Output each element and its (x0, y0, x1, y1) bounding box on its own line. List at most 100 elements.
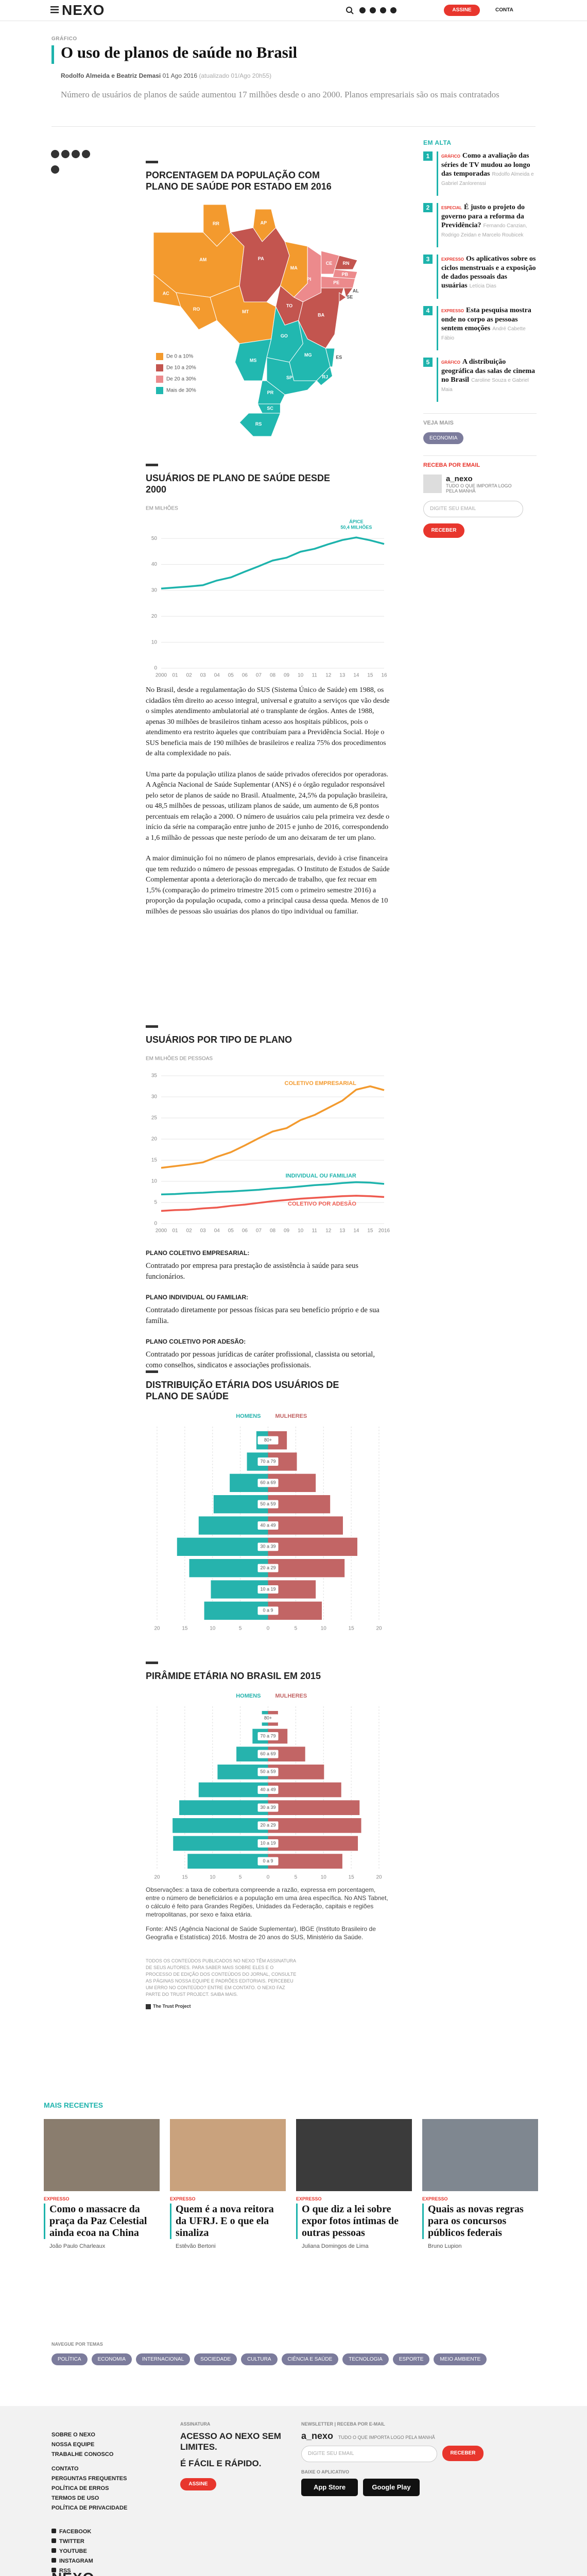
card-title[interactable]: Como o massacre da praça da Paz Celestia… (44, 2204, 160, 2239)
definition-text: Contratado por pessoas jurídicas de cará… (146, 1350, 375, 1369)
topic-tag[interactable]: ECONOMIA (423, 432, 464, 444)
definition-text: Contratado por empresa para prestação de… (146, 1262, 359, 1281)
email-input[interactable]: DIGITE SEU EMAIL (423, 501, 523, 517)
x-tick-label: 5 (295, 1626, 298, 1632)
logo[interactable]: NEXO (62, 2, 105, 18)
apps-label: BAIXE O APLICATIVO (301, 2469, 350, 2475)
y-axis-label: EM MILHÕES DE PESSOAS (146, 1055, 213, 1062)
topic-tag[interactable]: MEIO AMBIENTE (434, 2353, 487, 2365)
footer-link[interactable]: NOSSA EQUIPE (51, 2442, 95, 2448)
store-badge[interactable]: Google Play (363, 2479, 420, 2496)
card-title[interactable]: Quem é a nova reitora da UFRJ. E o que e… (170, 2204, 286, 2239)
age-label-bg (257, 1750, 279, 1758)
card-author: João Paulo Charleaux (49, 2243, 106, 2249)
topic-tag[interactable]: ESPORTE (392, 2353, 430, 2365)
chart-block: DISTRIBUIÇÃO ETÁRIA DOS USUÁRIOS DE PLAN… (146, 1370, 390, 1638)
state-label: PI (307, 277, 312, 282)
article-card[interactable]: EXPRESSO Quem é a nova reitora da UFRJ. E… (170, 2119, 286, 2249)
x-tick-label: 10 (298, 1228, 304, 1234)
rank: 2 (423, 203, 433, 212)
chart: HOMENS MULHERES 20 15 10 5 0 5 10 15 20 80+ 70 a 79 6… (154, 1413, 382, 1632)
social-icon (51, 2548, 56, 2553)
author: Fernando Canzian, Rodrigo Zeidan e Marce… (441, 223, 527, 238)
legend-label: De 20 a 30% (166, 377, 196, 382)
share-icons[interactable] (50, 149, 92, 180)
sidebar: EM ALTA 1 GRÁFICO Como a avaliação das sér… (423, 139, 537, 538)
topic-tag[interactable]: CULTURA (241, 2353, 278, 2365)
y-tick-label: 0 (154, 666, 157, 671)
social-link[interactable]: FACEBOOK (51, 2529, 154, 2535)
x-tick-label: 06 (242, 1228, 248, 1234)
chart-block: PIRÂMIDE ETÁRIA NO BRASIL EM 2015 HOMENS M… (146, 1662, 390, 1887)
footer-links: SOBRE O NEXO NOSSA EQUIPE TRABALHE CONOSCO… (51, 2432, 154, 2515)
topic-tag[interactable]: CIÊNCIA E SAÚDE (281, 2353, 339, 2365)
age-label-bg (257, 1585, 279, 1594)
footer-link[interactable]: TERMOS DE USO (51, 2495, 99, 2501)
bar (268, 1800, 360, 1815)
footer-newsletter-button[interactable]: RECEBER (442, 2446, 484, 2461)
article-card[interactable]: EXPRESSO Como o massacre da praça da Paz … (44, 2119, 160, 2249)
footer-link[interactable]: SOBRE O NEXO (51, 2432, 95, 2438)
age-label-bg (257, 1521, 279, 1530)
trending-title[interactable]: Os aplicativos sobre os ciclos menstruai… (441, 255, 536, 290)
article-title: O uso de planos de saúde no Brasil (61, 43, 298, 61)
social-link[interactable]: RSS (51, 2568, 154, 2574)
account-link[interactable]: CONTA (495, 7, 513, 13)
line (161, 1195, 385, 1212)
lead: Número de usuários de planos de saúde au… (61, 90, 499, 99)
trending-title[interactable]: A distribuição geográfica das salas de c… (441, 358, 535, 384)
x-tick-label: 12 (325, 673, 332, 679)
article-card[interactable]: EXPRESSO Quais as novas regras para os co… (422, 2119, 538, 2249)
social-link[interactable]: YOUTUBE (51, 2548, 154, 2554)
series-label: COLETIVO EMPRESARIAL (285, 1080, 357, 1087)
chart: ACALAPAMBACEDFESGOMAMTMSMGPAPBPRPEPIRJRN… (153, 204, 359, 437)
chart-rule (146, 464, 158, 466)
age-label: 10 a 19 (260, 1586, 275, 1591)
card-title[interactable]: O que diz a lei sobre expor fotos íntima… (296, 2204, 412, 2239)
article-card[interactable]: EXPRESSO O que diz a lei sobre expor foto… (296, 2119, 412, 2249)
social-label: YOUTUBE (59, 2548, 87, 2554)
legend-label: HOMENS (236, 1413, 261, 1419)
x-tick-label: 01 (172, 1228, 179, 1234)
subscribe-button[interactable]: ASSINE (444, 5, 480, 16)
social-link[interactable]: INSTAGRAM (51, 2558, 154, 2564)
footer-link[interactable]: PERGUNTAS FREQUENTES (51, 2476, 127, 2482)
rank: 1 (423, 151, 433, 161)
series-label: COLETIVO POR ADESÃO (288, 1200, 356, 1207)
trust-project[interactable]: The Trust Project (146, 2003, 300, 2010)
topic-tag[interactable]: TECNOLOGIA (342, 2353, 389, 2365)
trending-title[interactable]: É justo o projeto do governo para a refo… (441, 204, 525, 229)
age-label: 40 a 49 (260, 1787, 275, 1792)
card-title[interactable]: Quais as novas regras para os concursos … (422, 2204, 538, 2239)
x-tick-label: 20 (154, 1875, 160, 1880)
store-badge[interactable]: App Store (301, 2479, 358, 2496)
trending-title[interactable]: Como a avaliação das séries de TV mudou … (441, 152, 530, 178)
state (230, 227, 290, 302)
menu-icon[interactable] (50, 6, 59, 13)
x-tick-label: 20 (376, 1626, 382, 1632)
topic-tag[interactable]: POLÍTICA (51, 2353, 88, 2365)
social-link[interactable]: TWITTER (51, 2538, 154, 2545)
age-label-bg (257, 1768, 279, 1776)
header-icons[interactable] (346, 7, 398, 15)
x-tick-label: 20 (376, 1875, 382, 1880)
x-tick-label: 02 (186, 673, 193, 679)
topic-tag[interactable]: SOCIEDADE (194, 2353, 237, 2365)
newsletter-button[interactable]: RECEBER (423, 523, 464, 538)
section-tag: ESPECIAL (441, 206, 462, 210)
footer-link[interactable]: POLÍTICA DE PRIVACIDADE (51, 2505, 128, 2511)
footer-link[interactable]: TRABALHE CONOSCO (51, 2451, 114, 2458)
chart-title: PORCENTAGEM DA POPULAÇÃO COM PLANO DE SA… (146, 170, 332, 192)
footer-link[interactable]: CONTATO (51, 2466, 79, 2472)
topic-tag[interactable]: ECONOMIA (91, 2353, 132, 2365)
footer-link[interactable]: POLÍTICA DE ERROS (51, 2485, 109, 2492)
footer-email-input[interactable]: DIGITE SEU EMAIL (301, 2446, 437, 2462)
bar (187, 1854, 268, 1869)
legend-swatch (156, 364, 163, 371)
subscription-button[interactable]: ASSINE (180, 2478, 216, 2490)
x-tick-label: 15 (367, 673, 373, 679)
trending-title[interactable]: Esta pesquisa mostra onde no corpo as pe… (441, 307, 531, 332)
topic-tag[interactable]: INTERNACIONAL (136, 2353, 191, 2365)
trending-text: ESPECIAL É justo o projeto do governo par… (437, 203, 537, 247)
line (161, 1181, 385, 1196)
